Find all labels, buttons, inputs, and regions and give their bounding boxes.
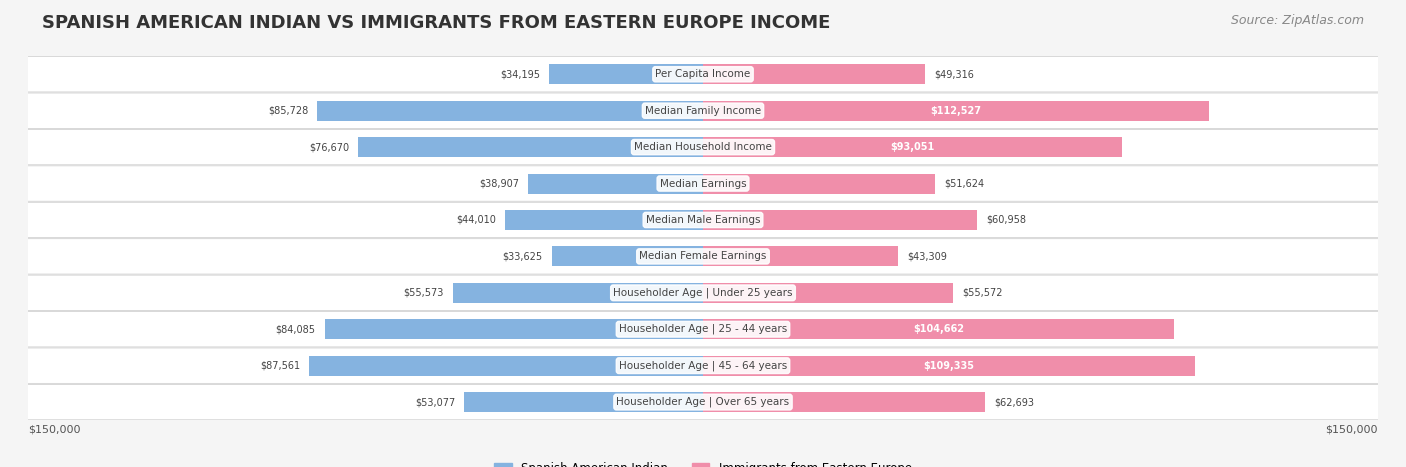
Text: $49,316: $49,316 <box>934 69 974 79</box>
Text: $93,051: $93,051 <box>890 142 935 152</box>
Text: Householder Age | 25 - 44 years: Householder Age | 25 - 44 years <box>619 324 787 334</box>
Text: Median Female Earnings: Median Female Earnings <box>640 251 766 262</box>
Text: $44,010: $44,010 <box>456 215 496 225</box>
Text: Householder Age | Over 65 years: Householder Age | Over 65 years <box>616 397 790 407</box>
Text: $55,572: $55,572 <box>962 288 1002 298</box>
FancyBboxPatch shape <box>359 137 703 157</box>
Text: $112,527: $112,527 <box>931 106 981 116</box>
FancyBboxPatch shape <box>318 101 703 120</box>
Text: $38,907: $38,907 <box>479 178 519 189</box>
Text: $60,958: $60,958 <box>986 215 1026 225</box>
Text: $104,662: $104,662 <box>912 324 965 334</box>
FancyBboxPatch shape <box>20 275 1386 311</box>
Text: Median Household Income: Median Household Income <box>634 142 772 152</box>
FancyBboxPatch shape <box>703 319 1174 339</box>
FancyBboxPatch shape <box>20 239 1386 274</box>
FancyBboxPatch shape <box>453 283 703 303</box>
FancyBboxPatch shape <box>703 356 1195 375</box>
Text: $150,000: $150,000 <box>28 425 80 434</box>
FancyBboxPatch shape <box>703 137 1122 157</box>
FancyBboxPatch shape <box>20 166 1386 201</box>
FancyBboxPatch shape <box>551 247 703 266</box>
Text: $87,561: $87,561 <box>260 361 299 371</box>
FancyBboxPatch shape <box>309 356 703 375</box>
Text: $62,693: $62,693 <box>994 397 1033 407</box>
Text: Householder Age | 45 - 64 years: Householder Age | 45 - 64 years <box>619 361 787 371</box>
Text: $53,077: $53,077 <box>415 397 456 407</box>
FancyBboxPatch shape <box>703 283 953 303</box>
FancyBboxPatch shape <box>20 348 1386 383</box>
Text: $34,195: $34,195 <box>501 69 540 79</box>
FancyBboxPatch shape <box>20 129 1386 165</box>
FancyBboxPatch shape <box>527 174 703 193</box>
Legend: Spanish American Indian, Immigrants from Eastern Europe: Spanish American Indian, Immigrants from… <box>489 458 917 467</box>
FancyBboxPatch shape <box>505 210 703 230</box>
FancyBboxPatch shape <box>703 392 986 412</box>
FancyBboxPatch shape <box>464 392 703 412</box>
Text: $109,335: $109,335 <box>924 361 974 371</box>
FancyBboxPatch shape <box>20 57 1386 92</box>
FancyBboxPatch shape <box>703 210 977 230</box>
FancyBboxPatch shape <box>703 101 1209 120</box>
FancyBboxPatch shape <box>703 64 925 84</box>
Text: Median Family Income: Median Family Income <box>645 106 761 116</box>
Text: Per Capita Income: Per Capita Income <box>655 69 751 79</box>
Text: $33,625: $33,625 <box>502 251 543 262</box>
Text: Householder Age | Under 25 years: Householder Age | Under 25 years <box>613 288 793 298</box>
Text: $84,085: $84,085 <box>276 324 316 334</box>
Text: $76,670: $76,670 <box>309 142 349 152</box>
Text: $43,309: $43,309 <box>907 251 946 262</box>
FancyBboxPatch shape <box>20 202 1386 238</box>
FancyBboxPatch shape <box>703 247 898 266</box>
Text: SPANISH AMERICAN INDIAN VS IMMIGRANTS FROM EASTERN EUROPE INCOME: SPANISH AMERICAN INDIAN VS IMMIGRANTS FR… <box>42 14 831 32</box>
Text: $51,624: $51,624 <box>945 178 984 189</box>
FancyBboxPatch shape <box>325 319 703 339</box>
FancyBboxPatch shape <box>550 64 703 84</box>
Text: $55,573: $55,573 <box>404 288 444 298</box>
Text: Median Earnings: Median Earnings <box>659 178 747 189</box>
FancyBboxPatch shape <box>20 384 1386 420</box>
FancyBboxPatch shape <box>20 93 1386 128</box>
FancyBboxPatch shape <box>20 311 1386 347</box>
Text: $85,728: $85,728 <box>269 106 308 116</box>
Text: $150,000: $150,000 <box>1326 425 1378 434</box>
FancyBboxPatch shape <box>703 174 935 193</box>
Text: Median Male Earnings: Median Male Earnings <box>645 215 761 225</box>
Text: Source: ZipAtlas.com: Source: ZipAtlas.com <box>1230 14 1364 27</box>
